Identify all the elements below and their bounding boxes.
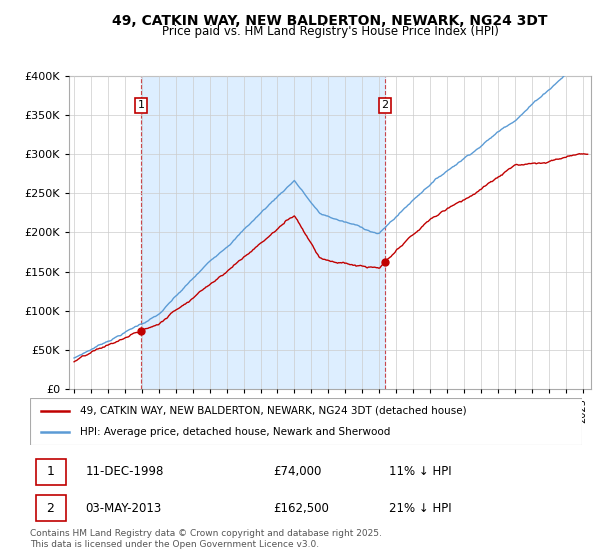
Text: 11% ↓ HPI: 11% ↓ HPI xyxy=(389,465,451,478)
Text: 2: 2 xyxy=(382,100,388,110)
Text: 1: 1 xyxy=(137,100,145,110)
Text: Price paid vs. HM Land Registry's House Price Index (HPI): Price paid vs. HM Land Registry's House … xyxy=(161,25,499,38)
Bar xyxy=(141,76,385,389)
FancyBboxPatch shape xyxy=(35,495,66,521)
FancyBboxPatch shape xyxy=(30,398,582,445)
Text: 21% ↓ HPI: 21% ↓ HPI xyxy=(389,502,451,515)
Text: HPI: Average price, detached house, Newark and Sherwood: HPI: Average price, detached house, Newa… xyxy=(80,427,390,437)
Text: 49, CATKIN WAY, NEW BALDERTON, NEWARK, NG24 3DT: 49, CATKIN WAY, NEW BALDERTON, NEWARK, N… xyxy=(112,14,548,28)
Text: 49, CATKIN WAY, NEW BALDERTON, NEWARK, NG24 3DT (detached house): 49, CATKIN WAY, NEW BALDERTON, NEWARK, N… xyxy=(80,406,466,416)
Text: £74,000: £74,000 xyxy=(273,465,321,478)
Text: 11-DEC-1998: 11-DEC-1998 xyxy=(85,465,164,478)
Text: 2: 2 xyxy=(46,502,55,515)
Text: 1: 1 xyxy=(46,465,55,478)
Text: Contains HM Land Registry data © Crown copyright and database right 2025.
This d: Contains HM Land Registry data © Crown c… xyxy=(30,529,382,549)
Text: £162,500: £162,500 xyxy=(273,502,329,515)
FancyBboxPatch shape xyxy=(35,459,66,485)
Text: 03-MAY-2013: 03-MAY-2013 xyxy=(85,502,161,515)
